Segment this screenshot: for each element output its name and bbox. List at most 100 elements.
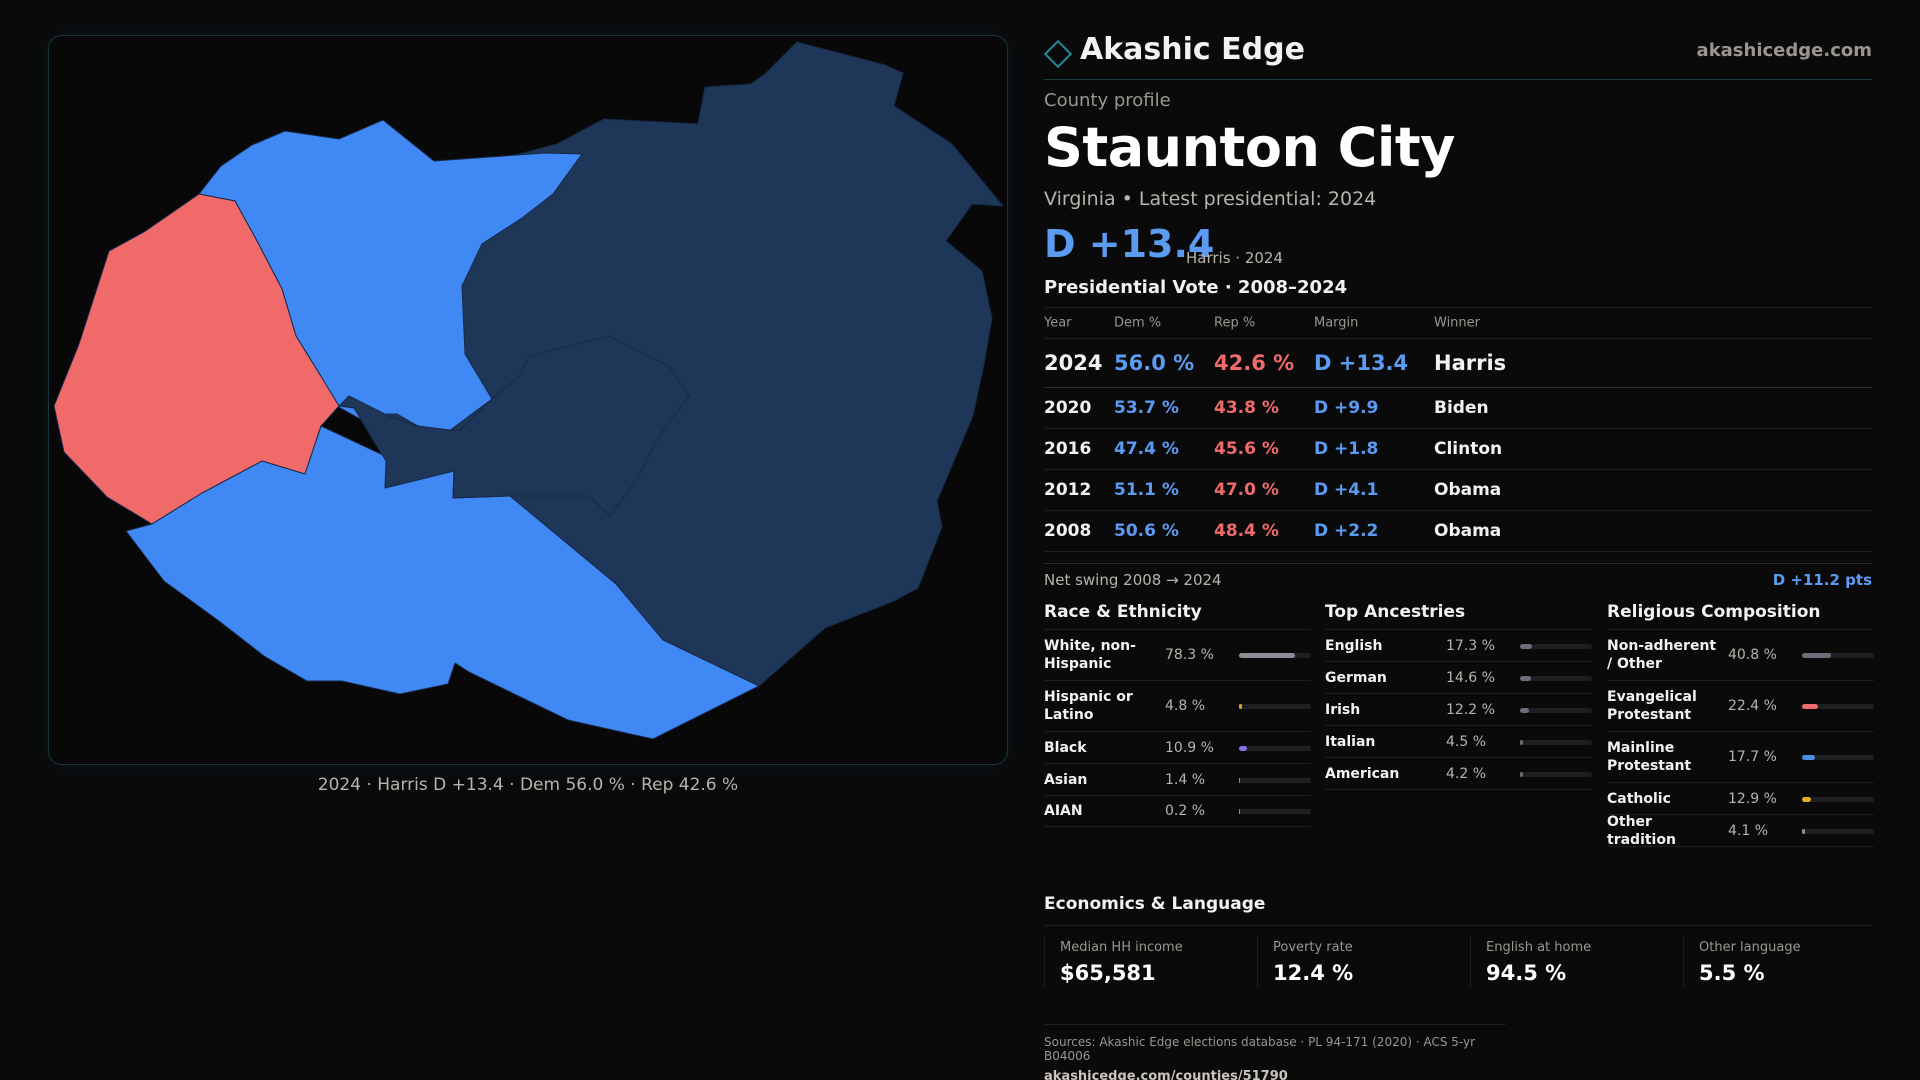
net-swing-value: D +11.2 pts <box>1772 571 1872 589</box>
bar-fill <box>1520 771 1524 777</box>
list-item: Non-adherent / Other 40.8 % <box>1607 630 1874 681</box>
economics-section-title: Economics & Language <box>1044 894 1266 914</box>
item-pct: 4.5 % <box>1446 733 1487 750</box>
bar-fill <box>1520 675 1531 681</box>
brand-name[interactable]: Akashic Edge <box>1080 32 1305 67</box>
sources-text: Sources: Akashic Edge elections database… <box>1044 1035 1476 1063</box>
item-label: Evangelical Protestant <box>1607 689 1697 723</box>
row-rep-pct: 47.0 % <box>1214 480 1279 500</box>
table-row: 2016 47.4 % 45.6 % D +1.8 Clinton <box>1044 429 1872 470</box>
stat-label: English at home <box>1486 940 1592 955</box>
table-header-row: Year Dem % Rep % Margin Winner <box>1044 308 1872 339</box>
list-item: Evangelical Protestant 22.4 % <box>1607 681 1874 732</box>
race-section-title: Race & Ethnicity <box>1044 602 1311 630</box>
bar-track <box>1520 643 1592 649</box>
bar-track <box>1520 739 1592 745</box>
bar-track <box>1520 675 1592 681</box>
stat-value: 94.5 % <box>1486 961 1567 985</box>
list-item: Hispanic or Latino 4.8 % <box>1044 681 1311 732</box>
list-item: Italian 4.5 % <box>1325 726 1592 758</box>
item-label: English <box>1325 637 1383 654</box>
bar-track <box>1239 777 1311 783</box>
bar-track <box>1520 707 1592 713</box>
stat-label: Poverty rate <box>1273 940 1353 955</box>
bar-fill <box>1239 653 1296 658</box>
row-margin: D +1.8 <box>1314 439 1379 459</box>
bar-fill <box>1239 745 1247 751</box>
item-pct: 10.9 % <box>1165 739 1214 756</box>
net-swing-label: Net swing 2008 → 2024 <box>1044 571 1222 589</box>
stat-english-at-home: English at home 94.5 % <box>1470 936 1683 988</box>
row-margin: D +9.9 <box>1314 398 1379 418</box>
sources-footer: Sources: Akashic Edge elections database… <box>1044 1024 1506 1080</box>
row-winner: Obama <box>1434 521 1502 541</box>
item-label: Catholic <box>1607 790 1671 807</box>
item-pct: 14.6 % <box>1446 669 1495 686</box>
net-swing-row: Net swing 2008 → 2024 D +11.2 pts <box>1044 563 1872 591</box>
bar-fill <box>1520 707 1529 713</box>
brand-header: Akashic Edge akashicedge.com <box>1043 30 1872 80</box>
stat-label: Median HH income <box>1060 940 1183 955</box>
list-item: Black 10.9 % <box>1044 732 1311 764</box>
item-pct: 4.2 % <box>1446 765 1487 782</box>
bar-track <box>1239 704 1311 709</box>
county-map-panel[interactable] <box>48 35 1008 765</box>
county-url-link[interactable]: akashicedge.com/counties/51790 <box>1044 1069 1288 1080</box>
list-item: Other tradition 4.1 % <box>1607 814 1874 848</box>
bar-track <box>1802 704 1874 709</box>
county-profile-panel: Akashic Edge akashicedge.com County prof… <box>1043 30 1874 1080</box>
stat-value: $65,581 <box>1060 961 1156 985</box>
stat-median-income: Median HH income $65,581 <box>1044 936 1257 988</box>
item-label: Asian <box>1044 771 1088 788</box>
item-pct: 12.2 % <box>1446 701 1495 718</box>
page-title: Staunton City <box>1044 116 1455 179</box>
brand-url-link[interactable]: akashicedge.com <box>1696 40 1872 61</box>
row-margin: D +2.2 <box>1314 521 1379 541</box>
stat-value: 12.4 % <box>1273 961 1354 985</box>
precinct-map[interactable] <box>49 36 1008 765</box>
item-label: AIAN <box>1044 803 1083 819</box>
ancestries-section: Top Ancestries English 17.3 % German 14.… <box>1325 602 1592 790</box>
row-winner: Biden <box>1434 398 1489 418</box>
row-rep-pct: 45.6 % <box>1214 439 1279 459</box>
bar-fill <box>1239 777 1241 783</box>
row-year: 2024 <box>1044 351 1103 375</box>
bar-fill <box>1239 809 1241 814</box>
column-header-margin: Margin <box>1314 315 1359 331</box>
item-label: White, non-Hispanic <box>1044 638 1136 672</box>
list-item: Mainline Protestant 17.7 % <box>1607 732 1874 783</box>
map-caption: 2024 · Harris D +13.4 · Dem 56.0 % · Rep… <box>317 775 739 795</box>
page-kicker: County profile <box>1044 90 1171 111</box>
item-pct: 4.1 % <box>1728 822 1769 839</box>
row-dem-pct: 50.6 % <box>1114 521 1179 541</box>
list-item: Irish 12.2 % <box>1325 694 1592 726</box>
row-dem-pct: 53.7 % <box>1114 398 1179 418</box>
row-winner: Obama <box>1434 480 1502 500</box>
row-year: 2008 <box>1044 521 1092 541</box>
list-item: Catholic 12.9 % <box>1607 783 1874 815</box>
bar-fill <box>1802 653 1832 658</box>
religion-section: Religious Composition Non-adherent / Oth… <box>1607 602 1874 848</box>
row-margin: D +13.4 <box>1314 351 1409 375</box>
table-row: 2008 50.6 % 48.4 % D +2.2 Obama <box>1044 511 1872 552</box>
headline-margin: D +13.4 <box>1044 222 1215 266</box>
item-pct: 17.3 % <box>1446 637 1495 654</box>
row-rep-pct: 48.4 % <box>1214 521 1279 541</box>
table-row: 2020 53.7 % 43.8 % D +9.9 Biden <box>1044 388 1872 429</box>
item-label: Black <box>1044 739 1087 756</box>
bar-fill <box>1802 704 1819 709</box>
row-year: 2016 <box>1044 439 1092 459</box>
row-rep-pct: 43.8 % <box>1214 398 1279 418</box>
column-header-year: Year <box>1044 315 1072 331</box>
bar-track <box>1802 755 1874 760</box>
row-year: 2020 <box>1044 398 1092 418</box>
economics-stats-row: Median HH income $65,581 Poverty rate 12… <box>1044 925 1872 993</box>
bar-fill <box>1239 704 1243 709</box>
stat-poverty-rate: Poverty rate 12.4 % <box>1257 936 1470 988</box>
table-row: 2012 51.1 % 47.0 % D +4.1 Obama <box>1044 470 1872 511</box>
page-subtitle: Virginia • Latest presidential: 2024 <box>1044 188 1377 210</box>
row-year: 2012 <box>1044 480 1092 500</box>
bar-track <box>1239 809 1311 814</box>
bar-fill <box>1802 828 1805 834</box>
precinct-inner-dark[interactable] <box>337 335 690 517</box>
